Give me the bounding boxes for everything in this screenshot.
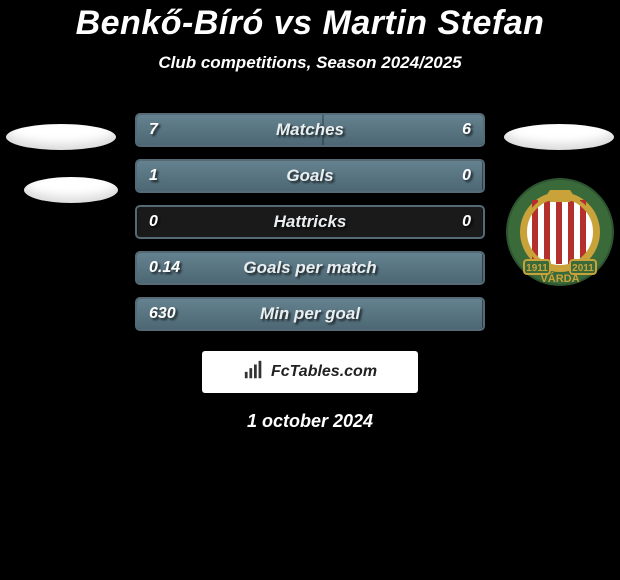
stat-value-right: 0	[462, 207, 471, 237]
stat-row: 7 Matches 6	[135, 113, 485, 147]
decor-oval-left-2	[24, 177, 118, 203]
bar-chart-icon	[243, 359, 265, 386]
stat-label: Hattricks	[137, 207, 483, 237]
club-crest: 1911 2011 VÁRDA	[506, 178, 614, 286]
subtitle: Club competitions, Season 2024/2025	[0, 53, 620, 73]
page-title: Benkő-Bíró vs Martin Stefan	[0, 4, 620, 43]
svg-text:VÁRDA: VÁRDA	[540, 272, 579, 285]
source-badge: FcTables.com	[202, 351, 418, 393]
stat-label: Matches	[137, 115, 483, 145]
stats-table: 7 Matches 6 1 Goals 0 0 Hattricks 0 0.14…	[135, 113, 485, 331]
stat-row: 630 Min per goal	[135, 297, 485, 331]
stat-value-right: 6	[462, 115, 471, 145]
decor-oval-left-1	[6, 124, 116, 150]
date-text: 1 october 2024	[0, 411, 620, 432]
stat-row: 1 Goals 0	[135, 159, 485, 193]
stat-label: Goals per match	[137, 253, 483, 283]
stat-row: 0.14 Goals per match	[135, 251, 485, 285]
stat-row: 0 Hattricks 0	[135, 205, 485, 239]
stat-label: Min per goal	[137, 299, 483, 329]
stat-value-right: 0	[462, 161, 471, 191]
source-badge-text: FcTables.com	[271, 363, 377, 381]
stat-label: Goals	[137, 161, 483, 191]
decor-oval-right-1	[504, 124, 614, 150]
